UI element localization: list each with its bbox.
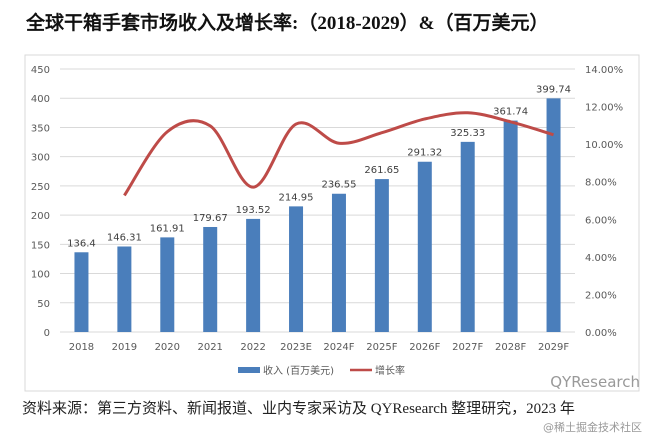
left-tick-label: 100 (31, 270, 50, 281)
legend: 收入 (百万美元) 增长率 (238, 364, 405, 377)
left-tick-label: 250 (31, 182, 50, 193)
bar-value-label: 146.31 (107, 232, 142, 243)
bar-value-label: 325.33 (450, 128, 485, 139)
left-tick-label: 450 (31, 65, 50, 76)
bar-value-label: 399.74 (536, 84, 571, 95)
source-note: 资料来源：第三方资料、新闻报道、业内专家采访及 QYResearch 整理研究，… (22, 401, 575, 417)
right-axis: 0.00% 2.00% 4.00% 6.00% 8.00% 10.00% 12.00% 14.… (585, 65, 623, 339)
bar-value-label: 261.65 (364, 165, 399, 176)
bar-value-label: 193.52 (236, 205, 271, 216)
page-title: 全球干箱手套市场收入及增长率:（2018-2029）&（百万美元） (26, 13, 549, 34)
bar-value-label: 236.55 (321, 180, 356, 191)
watermark-brand: QYResearch (550, 373, 640, 391)
x-axis: 2018 2019 2020 2021 2022 2023E 2024F 2025F 2026F… (69, 342, 570, 353)
bar (331, 193, 346, 332)
bar (374, 179, 389, 332)
left-tick-label: 150 (31, 240, 50, 251)
gridlines (60, 68, 575, 333)
bars (74, 98, 561, 332)
left-axis: 0 50 100 150 200 250 300 350 400 450 (31, 65, 50, 339)
x-tick-label: 2023E (280, 342, 312, 353)
x-tick-label: 2029F (538, 342, 569, 353)
data-labels: 136.4 146.31 161.91 179.67 193.52 214.95 236.5… (67, 84, 571, 249)
bar (289, 206, 304, 332)
x-tick-label: 2025F (366, 342, 397, 353)
x-tick-label: 2018 (69, 342, 94, 353)
bar (460, 141, 475, 332)
bar (546, 98, 561, 332)
right-tick-label: 14.00% (585, 65, 623, 76)
bar-value-label: 161.91 (150, 223, 185, 234)
x-tick-label: 2019 (112, 342, 137, 353)
bar-value-label: 291.32 (407, 148, 442, 159)
left-tick-label: 350 (31, 123, 50, 134)
right-tick-label: 6.00% (585, 215, 617, 226)
left-tick-label: 400 (31, 94, 50, 105)
x-tick-label: 2022 (240, 342, 265, 353)
bar (160, 237, 175, 332)
bar (74, 252, 89, 332)
bar (503, 120, 518, 332)
legend-line-label: 增长率 (375, 364, 405, 377)
right-tick-label: 0.00% (585, 328, 617, 339)
bar-value-label: 361.74 (493, 107, 528, 118)
x-tick-label: 2020 (155, 342, 180, 353)
bar-value-label: 136.4 (67, 238, 96, 249)
left-tick-label: 200 (31, 211, 50, 222)
bar (203, 226, 218, 332)
x-tick-label: 2027F (452, 342, 483, 353)
bar (117, 246, 132, 332)
right-tick-label: 2.00% (585, 290, 617, 301)
x-tick-label: 2024F (323, 342, 354, 353)
right-tick-label: 12.00% (585, 103, 623, 114)
right-tick-label: 4.00% (585, 253, 617, 264)
left-tick-label: 50 (37, 299, 50, 310)
watermark-community: @稀土掘金技术社区 (543, 421, 642, 434)
bar-value-label: 179.67 (193, 213, 228, 224)
left-tick-label: 300 (31, 153, 50, 164)
right-tick-label: 8.00% (585, 178, 617, 189)
bar (417, 161, 432, 332)
bar (246, 218, 261, 332)
x-tick-label: 2026F (409, 342, 440, 353)
x-tick-label: 2021 (197, 342, 222, 353)
legend-bar-swatch (238, 367, 260, 373)
bar-value-label: 214.95 (279, 192, 314, 203)
x-tick-label: 2028F (495, 342, 526, 353)
left-tick-label: 0 (44, 328, 50, 339)
growth-line (123, 111, 554, 197)
legend-bar-label: 收入 (百万美元) (263, 364, 334, 377)
right-tick-label: 10.00% (585, 140, 623, 151)
